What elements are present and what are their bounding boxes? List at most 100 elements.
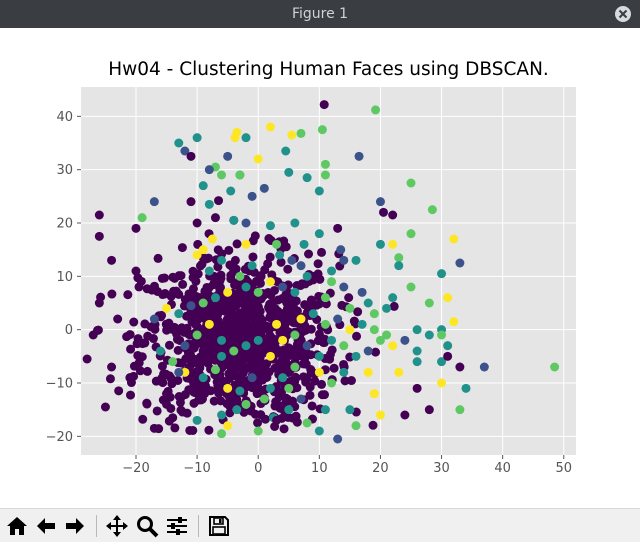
scatter-point [300,300,310,310]
scatter-point [157,310,167,320]
scatter-point [149,314,159,324]
scatter-point [308,309,318,319]
scatter-point [424,405,434,415]
y-tick-label: −10 [46,377,73,392]
scatter-point [320,319,330,329]
scatter-point [125,330,135,340]
scatter-point [263,259,273,269]
scatter-point [174,138,184,148]
scatter-point [278,373,288,383]
scatter-point [241,218,251,228]
scatter-point [394,367,404,377]
scatter-point [185,374,195,384]
scatter-point [204,199,214,209]
scatter-point [177,243,187,253]
scatter-point [351,351,361,361]
scatter-point [241,239,251,249]
forward-arrow-icon[interactable] [62,513,88,539]
scatter-point [202,282,212,292]
scatter-point [175,397,185,407]
scatter-point [176,405,186,415]
scatter-point [369,389,379,399]
scatter-point [254,275,264,285]
scatter-point [443,341,453,351]
scatter-point [253,287,263,297]
scatter-point [319,338,329,348]
scatter-point [253,383,263,393]
scatter-point [182,311,192,321]
scatter-point [213,304,223,314]
scatter-point [388,210,398,220]
zoom-magnifier-icon[interactable] [134,513,160,539]
scatter-point [298,326,308,336]
scatter-point [284,383,294,393]
scatter-point [339,341,349,351]
scatter-point [247,373,257,383]
back-arrow-icon[interactable] [33,513,59,539]
scatter-point [350,319,360,329]
scatter-point [455,405,465,415]
scatter-point [265,331,275,341]
configure-subplots-icon[interactable] [164,513,190,539]
scatter-point [155,346,165,356]
scatter-point [279,424,289,434]
scatter-point [138,414,148,424]
scatter-point [363,346,373,356]
scatter-point [94,298,104,308]
scatter-point [140,319,150,329]
scatter-point [198,298,208,308]
scatter-point [241,341,251,351]
toolbar-separator [198,515,199,537]
save-floppy-icon[interactable] [206,513,232,539]
scatter-point [320,159,330,169]
scatter-point [317,379,327,389]
close-icon[interactable] [615,6,631,22]
scatter-point [340,376,350,386]
scatter-point [235,386,245,396]
scatter-point [195,363,205,373]
chart-title: Hw04 - Clustering Human Faces using DBSC… [108,59,549,80]
scatter-point [131,223,141,233]
scatter-point [333,434,343,444]
figure-canvas: −20 −10 0 10 20 30 40 50 −20 −10 0 10 20 30 40 Hw04 - … [0,28,640,508]
scatter-point [129,317,139,327]
scatter-point [209,396,219,406]
scatter-point [265,122,275,132]
scatter-point [107,289,117,299]
x-tick-label: 10 [311,461,328,476]
scatter-point [185,353,195,363]
scatter-point [247,191,257,201]
scatter-point [149,423,159,433]
scatter-point [226,274,236,284]
scatter-chart: −20 −10 0 10 20 30 40 50 −20 −10 0 10 20 30 40 Hw04 - … [46,59,576,476]
scatter-point [327,277,337,287]
scatter-point [88,330,98,340]
scatter-point [204,266,214,276]
scatter-point [140,338,150,348]
scatter-point [296,394,306,404]
scatter-point [246,303,256,313]
scatter-point [245,361,255,371]
home-icon[interactable] [4,513,30,539]
scatter-point [210,293,220,303]
scatter-point [253,335,263,345]
scatter-point [371,105,381,115]
scatter-point [174,309,184,319]
scatter-point [305,382,315,392]
scatter-point [375,410,385,420]
scatter-point [394,253,404,263]
scatter-point [283,300,293,310]
scatter-point [125,373,135,383]
scatter-point [375,197,385,207]
scatter-point [455,362,465,372]
scatter-point [214,196,224,206]
scatter-point [278,282,288,292]
pan-move-icon[interactable] [104,513,130,539]
scatter-point [137,213,147,223]
scatter-point [235,271,245,281]
scatter-point [296,261,306,271]
scatter-point [412,357,422,367]
scatter-point [236,360,246,370]
scatter-point [352,331,362,341]
x-tick-label: 40 [494,461,511,476]
